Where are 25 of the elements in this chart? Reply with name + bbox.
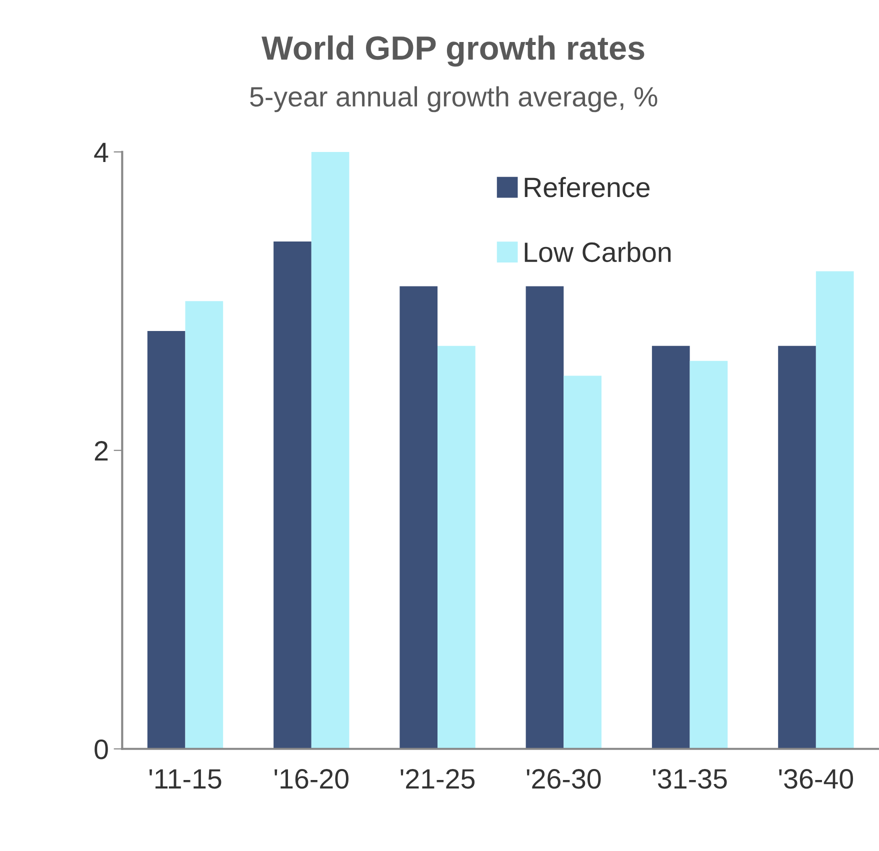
bar	[564, 376, 602, 749]
bar	[438, 346, 476, 749]
x-tick-label: '31-35	[653, 769, 727, 789]
chart-title: World GDP growth rates	[262, 35, 644, 67]
x-tick-label: '26-30	[526, 769, 601, 789]
chart-subtitle: 5-year annual growth average, %	[250, 86, 658, 112]
bar	[816, 271, 854, 749]
y-tick-label: 2	[94, 441, 108, 460]
bar	[185, 301, 224, 749]
y-tick-label: 4	[94, 142, 108, 162]
bar	[652, 346, 690, 749]
y-tick-label: 0	[94, 740, 108, 760]
bar	[690, 360, 728, 749]
x-tick-label: '36-40	[779, 769, 854, 789]
bar	[400, 286, 438, 749]
legend-label: Low Carbon	[524, 242, 671, 262]
legend-label: Reference	[524, 176, 650, 198]
bar	[778, 346, 816, 749]
bar	[311, 152, 350, 749]
bar	[274, 241, 312, 749]
bar	[147, 330, 186, 749]
x-tick-label: '16-20	[274, 769, 348, 789]
x-tick-label: '11-15	[150, 769, 222, 789]
x-tick-label: '21-25	[400, 769, 475, 789]
bar	[526, 286, 564, 749]
